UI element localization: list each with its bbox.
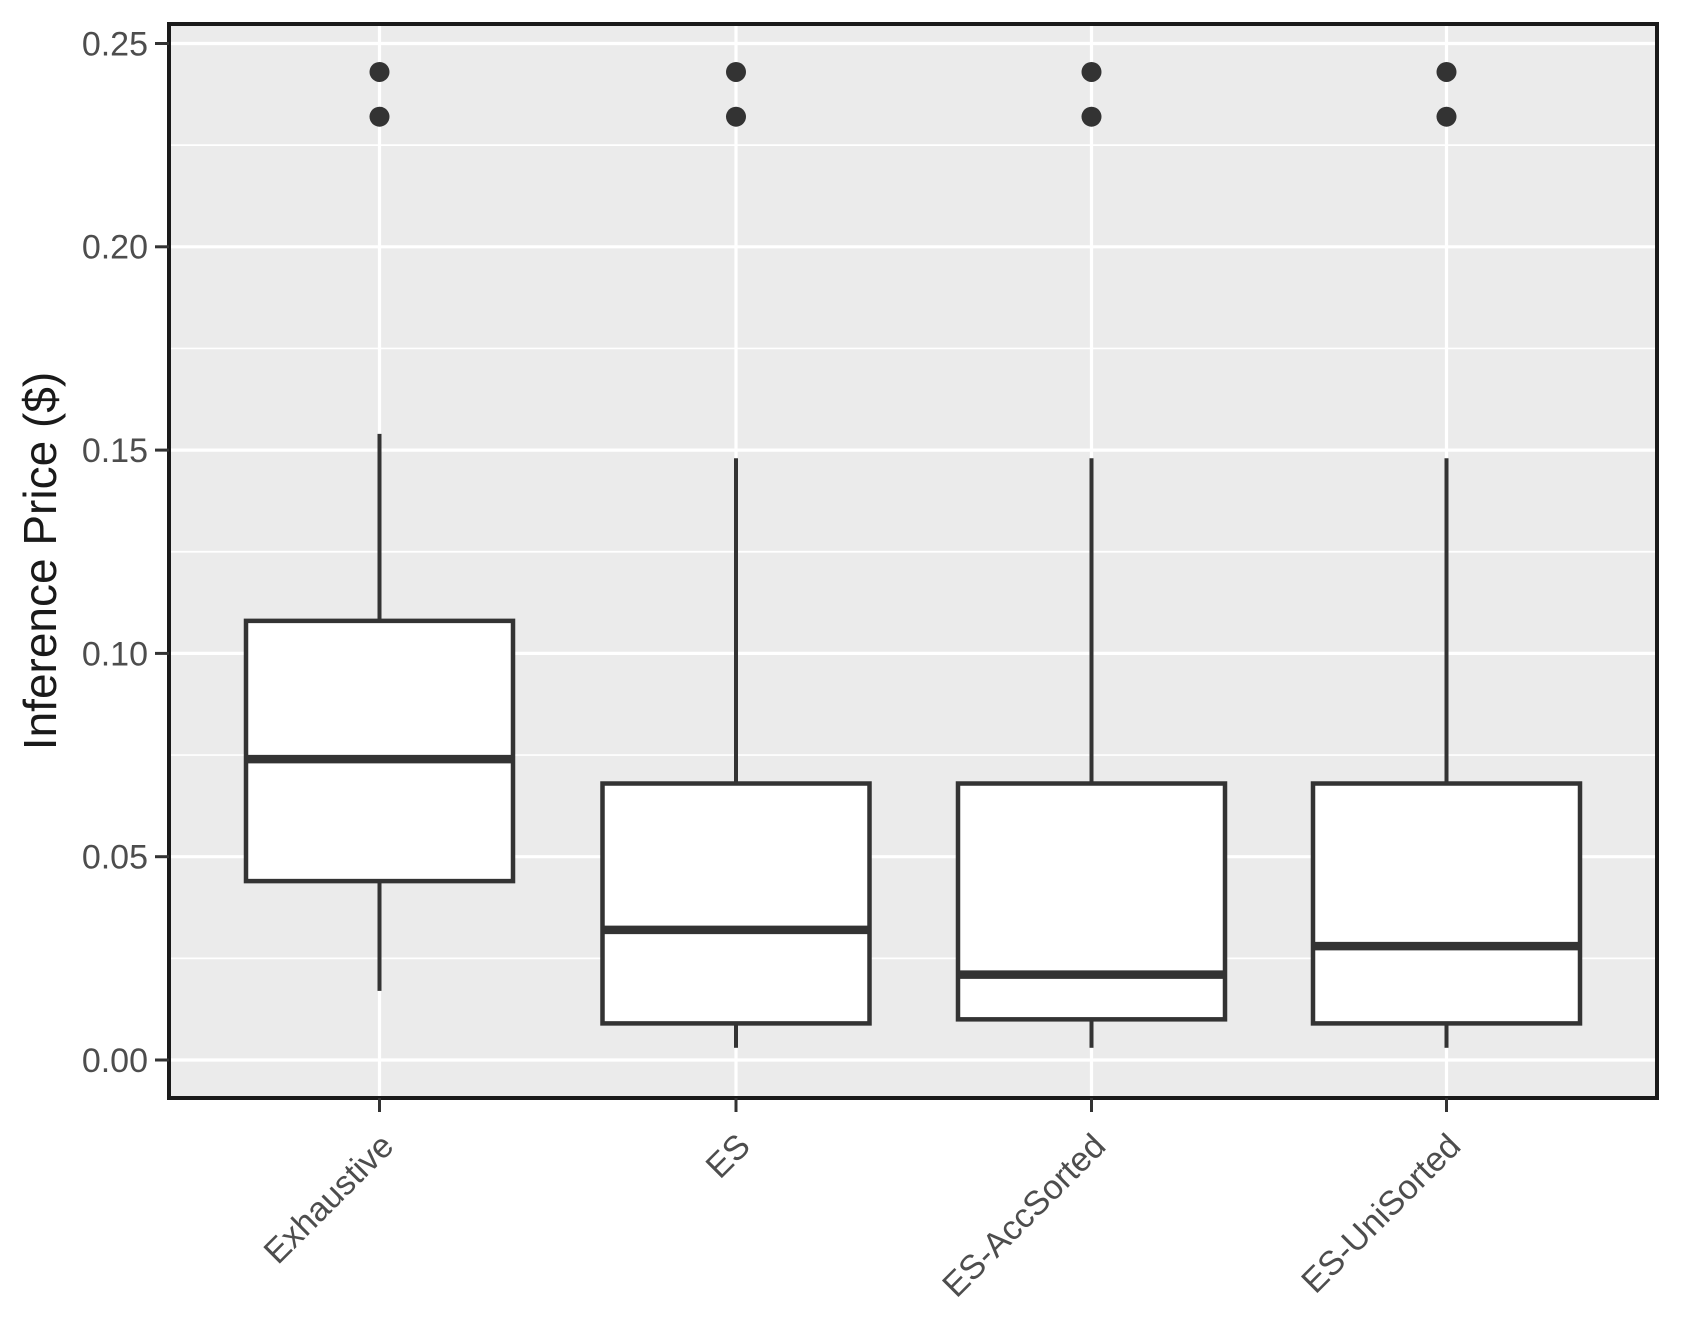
y-tick-label: 0.15 <box>82 432 148 470</box>
y-tick-label: 0.05 <box>82 839 148 877</box>
outlier-point <box>726 61 746 82</box>
x-category-label: ES <box>699 1127 758 1186</box>
x-category-label: Exhaustive <box>257 1127 401 1271</box>
box-iqr <box>955 781 1228 1022</box>
panel-border <box>167 22 1659 1100</box>
outlier-point <box>1436 61 1457 82</box>
outlier-point <box>369 106 390 127</box>
y-tick-label: 0.25 <box>82 25 148 63</box>
box-iqr <box>600 781 872 1026</box>
y-tick-label: 0.20 <box>82 229 148 267</box>
outlier-point <box>1436 106 1457 127</box>
y-tick-label: 0.00 <box>82 1042 148 1080</box>
box-iqr <box>1310 781 1583 1026</box>
outlier-point <box>1081 106 1102 127</box>
y-tick-label: 0.10 <box>82 635 148 673</box>
outlier-point <box>1081 61 1102 82</box>
outlier-point <box>726 106 746 127</box>
outlier-point <box>369 61 390 82</box>
box-iqr <box>243 618 516 884</box>
x-category-label: ES-AccSorted <box>935 1127 1113 1305</box>
x-category-label: ES-UniSorted <box>1294 1127 1468 1301</box>
y-axis-title: Inference Price ($) <box>14 371 66 751</box>
